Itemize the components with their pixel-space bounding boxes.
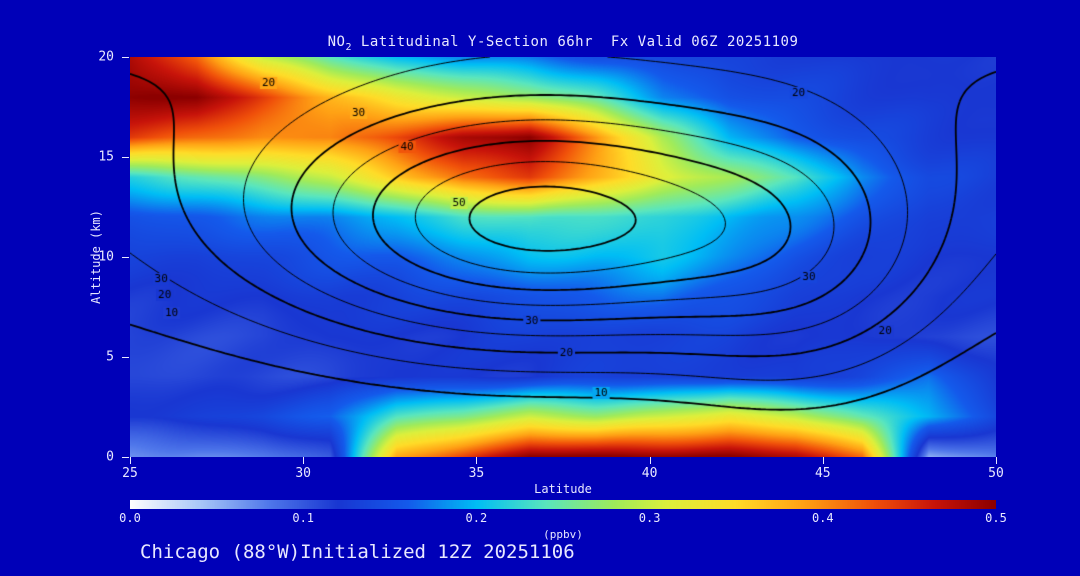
y-tick-mark bbox=[122, 157, 129, 158]
colorbar-tick-label: 0.4 bbox=[811, 511, 834, 525]
y-tick-mark bbox=[122, 457, 129, 458]
y-tick-label: 5 bbox=[106, 349, 114, 365]
y-tick-label: 0 bbox=[106, 449, 114, 465]
colorbar bbox=[130, 500, 996, 509]
x-axis-ticks: 25 30 35 40 45 50 bbox=[122, 457, 1004, 491]
x-tick-mark bbox=[476, 457, 478, 464]
y-axis-ticks: 0 5 10 15 20 bbox=[0, 50, 130, 465]
title-species-subscript: 2 bbox=[345, 41, 352, 53]
colorbar-tick-label: 0.2 bbox=[465, 511, 488, 525]
y-tick-label: 20 bbox=[98, 49, 114, 65]
x-tick-label: 50 bbox=[988, 466, 1004, 481]
x-tick-mark bbox=[996, 457, 997, 464]
x-tick-mark bbox=[303, 457, 305, 464]
x-tick-label: 30 bbox=[295, 466, 312, 481]
colorbar-tick-label: 0.3 bbox=[638, 511, 661, 525]
y-tick-label: 10 bbox=[98, 249, 114, 265]
y-tick-mark bbox=[122, 257, 129, 258]
y-tick-mark bbox=[122, 57, 129, 58]
x-tick-label: 25 bbox=[122, 466, 138, 481]
colorbar-tick-label: 0.5 bbox=[985, 511, 1007, 525]
colorbar-unit-label: (ppbv) bbox=[543, 528, 583, 541]
colorbar-ticks: 0.0 0.1 0.2 0.3 0.4 0.5 bbox=[119, 511, 1007, 527]
x-tick-label: 35 bbox=[468, 466, 485, 481]
heatmap-canvas bbox=[130, 57, 996, 457]
x-axis-label: Latitude bbox=[534, 482, 592, 496]
x-tick-mark bbox=[649, 457, 651, 464]
x-tick-label: 45 bbox=[814, 466, 831, 481]
title-text: Latitudinal Y-Section 66hr Fx Valid 06Z … bbox=[351, 34, 799, 50]
station-init-label: Chicago (88°W)Initialized 12Z 20251106 bbox=[140, 541, 575, 563]
plot-area bbox=[130, 57, 996, 457]
colorbar-tick-label: 0.0 bbox=[119, 511, 141, 525]
y-tick-mark bbox=[122, 357, 129, 358]
chart-title: NO2 Latitudinal Y-Section 66hr Fx Valid … bbox=[130, 34, 996, 53]
x-tick-mark bbox=[130, 457, 131, 464]
y-tick-label: 15 bbox=[98, 149, 114, 165]
x-tick-label: 40 bbox=[641, 466, 658, 481]
colorbar-tick-label: 0.1 bbox=[292, 511, 315, 525]
x-tick-mark bbox=[822, 457, 824, 464]
title-species: NO bbox=[327, 34, 346, 50]
